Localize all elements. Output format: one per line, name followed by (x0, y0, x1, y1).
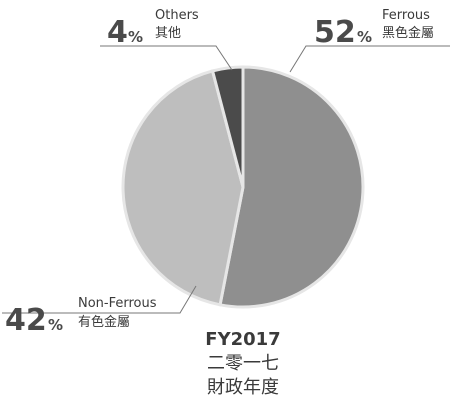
category-label-zh: 其他 (155, 26, 181, 41)
leader-line (2, 285, 197, 314)
category-label-zh: 有色金屬 (78, 314, 130, 330)
value-unit: % (357, 28, 372, 46)
category-label: Others (155, 8, 199, 23)
value-label: 42 (5, 303, 47, 338)
value-unit: % (48, 316, 63, 334)
leader-line (289, 45, 450, 73)
category-label: Non-Ferrous (78, 296, 157, 311)
center-label: 財政年度 (207, 377, 279, 398)
pie-slice (210, 65, 245, 188)
leader-line (100, 45, 233, 71)
pie-slice (121, 69, 245, 307)
pie-slice (218, 65, 365, 309)
category-label-zh: 黑色金屬 (382, 25, 434, 41)
center-label: FY2017 (205, 329, 280, 350)
value-unit: % (128, 28, 143, 46)
category-label: Ferrous (382, 8, 430, 23)
center-label: 二零一七 (207, 353, 279, 374)
value-label: 52 (314, 15, 356, 50)
value-label: 4 (107, 15, 128, 50)
